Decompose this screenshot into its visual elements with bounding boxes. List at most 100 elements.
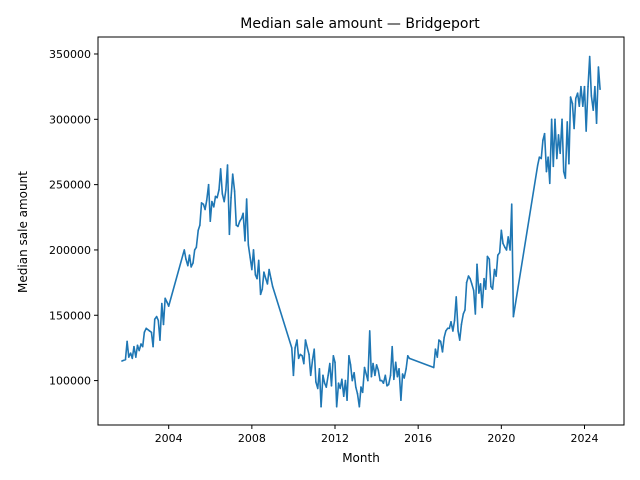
data-point (140, 343, 142, 345)
data-point (195, 246, 198, 249)
data-point (462, 313, 465, 315)
data-point (384, 374, 387, 377)
y-tick-label: 250000 (49, 179, 91, 192)
data-point (145, 327, 148, 330)
data-point (379, 379, 381, 382)
series-line (121, 55, 601, 408)
data-point (542, 139, 544, 142)
data-point (446, 327, 449, 330)
data-point (337, 382, 340, 385)
data-point (332, 354, 335, 357)
data-point (306, 347, 309, 349)
data-point (266, 283, 269, 285)
data-point (554, 118, 556, 121)
data-point (129, 352, 132, 354)
data-point (342, 395, 345, 398)
data-point (187, 264, 189, 267)
data-point (237, 225, 239, 228)
data-point (228, 233, 231, 236)
data-point (323, 382, 326, 385)
data-point (131, 357, 134, 360)
data-point (512, 315, 515, 318)
y-tick-label: 150000 (49, 309, 91, 322)
data-point (588, 55, 591, 58)
data-point (479, 283, 482, 285)
data-point (233, 190, 236, 192)
data-point (299, 353, 302, 356)
data-point (583, 85, 586, 88)
data-point (183, 249, 186, 251)
data-point (585, 130, 587, 132)
y-tick-label: 200000 (49, 244, 91, 257)
data-point (147, 328, 149, 331)
data-point (500, 229, 503, 232)
data-point (509, 249, 511, 251)
data-point (344, 379, 347, 382)
data-point (374, 374, 376, 377)
data-point (497, 254, 499, 256)
data-point (339, 387, 342, 390)
data-point (126, 340, 128, 343)
data-point (592, 109, 595, 111)
data-point (190, 266, 192, 268)
data-point (393, 378, 395, 381)
data-point (254, 273, 257, 276)
data-point (436, 356, 439, 358)
data-point (594, 85, 596, 88)
data-point (356, 392, 359, 395)
data-point (398, 368, 400, 370)
data-point (296, 339, 298, 341)
data-point (235, 224, 238, 226)
data-point (507, 236, 510, 238)
y-tick-label: 300000 (49, 113, 91, 126)
data-point (368, 330, 371, 332)
data-point (493, 268, 496, 271)
data-point (377, 369, 380, 371)
data-point (334, 361, 336, 364)
data-point (301, 354, 303, 357)
data-point (406, 354, 409, 357)
data-point (471, 283, 473, 285)
data-point (569, 96, 572, 98)
data-point (155, 315, 158, 318)
data-point (556, 157, 558, 160)
data-point (294, 347, 296, 349)
data-point (268, 268, 270, 271)
data-point (370, 375, 373, 378)
data-point (504, 246, 506, 249)
data-point (576, 92, 579, 94)
data-point (211, 200, 213, 203)
data-point (400, 399, 402, 401)
data-point (216, 196, 218, 199)
data-point (193, 249, 196, 251)
data-point (467, 275, 470, 277)
data-point (597, 66, 600, 68)
data-point (486, 255, 489, 258)
data-point (568, 162, 570, 165)
data-point (141, 345, 144, 348)
data-point (327, 374, 329, 377)
data-point (207, 183, 210, 186)
data-point (270, 277, 272, 280)
data-point (213, 206, 215, 208)
data-point (478, 292, 480, 294)
data-point (297, 357, 300, 360)
data-point (469, 277, 471, 280)
data-point (562, 170, 565, 173)
data-point (335, 405, 338, 408)
data-point (375, 364, 378, 366)
data-point (550, 118, 553, 121)
data-point (252, 249, 255, 251)
data-point (403, 377, 406, 379)
data-point (247, 243, 250, 246)
data-point (382, 382, 385, 385)
data-point (432, 366, 435, 369)
data-point (251, 268, 253, 271)
data-point (135, 356, 137, 358)
x-tick-label: 2020 (487, 432, 515, 445)
data-point (231, 173, 234, 175)
data-point (311, 358, 314, 361)
data-point (387, 383, 390, 386)
y-tick-label: 350000 (49, 48, 91, 61)
